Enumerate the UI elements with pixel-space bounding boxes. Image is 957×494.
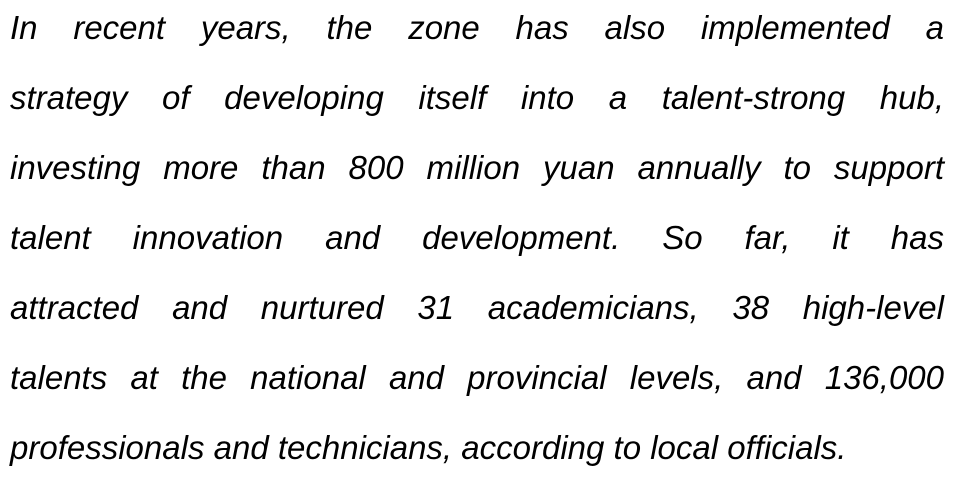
text-line: talent innovation and development. So fa… [10, 219, 944, 256]
text-line: strategy of developing itself into a tal… [10, 79, 944, 116]
text-line: In recent years, the zone has also imple… [10, 9, 944, 46]
text-line: talents at the national and provincial l… [10, 359, 944, 396]
text-line: attracted and nurtured 31 academicians, … [10, 289, 944, 326]
article-paragraph: In recent years, the zone has also imple… [10, 4, 944, 494]
text-line: investing more than 800 million yuan ann… [10, 149, 944, 186]
text-line: professionals and technicians, according… [10, 429, 847, 466]
